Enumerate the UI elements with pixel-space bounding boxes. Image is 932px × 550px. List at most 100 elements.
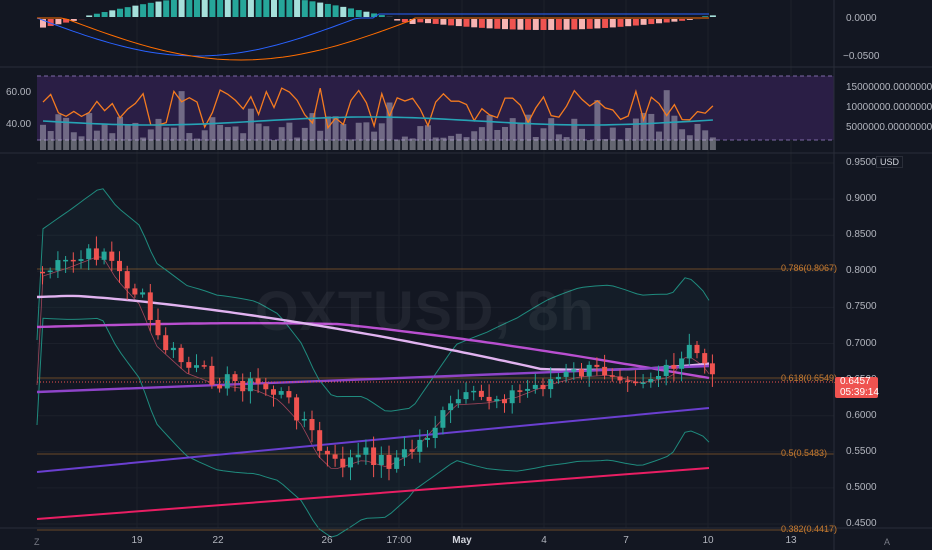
candle <box>101 251 107 260</box>
candle <box>632 381 638 384</box>
candle <box>263 383 269 390</box>
candle <box>617 376 623 381</box>
candle <box>217 384 223 389</box>
candle <box>317 430 323 451</box>
price-tick: 0.8500 <box>846 229 877 241</box>
price-tick: 0.5000 <box>846 481 877 493</box>
candle <box>132 288 138 295</box>
candle <box>694 344 700 354</box>
zoom-icon[interactable]: Z <box>34 537 40 547</box>
price-tick: 0.9000 <box>846 193 877 205</box>
candle <box>294 397 300 421</box>
candle <box>609 375 615 377</box>
macd-pane <box>36 0 716 61</box>
candle <box>355 454 361 458</box>
price-tick: 0.7000 <box>846 337 877 349</box>
volume-axis-2: 5000000.00000000 <box>846 122 932 133</box>
currency-badge[interactable]: USD <box>876 156 904 168</box>
fib-label-500: 0.5(0.5483) <box>781 448 828 458</box>
candle <box>679 358 685 369</box>
candle <box>648 379 654 383</box>
candle <box>455 399 461 404</box>
candle <box>209 365 215 385</box>
candle <box>224 374 230 389</box>
bollinger-upper <box>36 188 710 412</box>
candle <box>140 292 146 295</box>
bar-countdown: 05:39:14 <box>840 386 879 398</box>
candle <box>232 374 238 381</box>
candle <box>555 376 561 380</box>
candle <box>255 378 261 384</box>
time-tick: 13 <box>785 535 797 546</box>
price-tick: 0.8000 <box>846 265 877 277</box>
candle <box>486 396 492 402</box>
candle <box>440 410 446 428</box>
volume-axis-0: 15000000.00000000 <box>846 82 932 93</box>
candle <box>663 364 669 376</box>
candle <box>409 449 415 452</box>
candle <box>247 378 253 392</box>
candle <box>40 271 45 274</box>
price-tick: 0.7500 <box>846 301 877 313</box>
candle <box>579 369 584 377</box>
time-tick: 4 <box>541 535 547 546</box>
candle <box>271 389 276 395</box>
candle <box>425 437 430 440</box>
current-price-tag: 0.6457 05:39:14 <box>835 376 879 398</box>
candle <box>78 259 84 261</box>
candle <box>124 271 130 289</box>
candle <box>47 270 53 273</box>
rsi-axis-40: 40.00 <box>6 119 32 130</box>
candle <box>571 369 577 372</box>
trendline-purple[interactable] <box>36 407 710 473</box>
candle <box>147 292 153 320</box>
candle <box>70 259 76 262</box>
price-tick: 0.5500 <box>846 445 877 457</box>
trendline-pink[interactable] <box>36 467 710 520</box>
candle <box>86 248 92 260</box>
candle <box>155 319 161 336</box>
time-tick: 17:00 <box>386 535 412 546</box>
time-tick: 22 <box>212 535 224 546</box>
candle <box>702 353 708 364</box>
candle <box>163 335 169 351</box>
time-tick: 26 <box>321 535 333 546</box>
candle <box>363 447 369 455</box>
time-tick: 7 <box>623 535 629 546</box>
fib-label-382: 0.382(0.4417) <box>781 524 838 534</box>
candle <box>432 427 438 438</box>
candle <box>194 365 199 368</box>
candle <box>548 379 554 390</box>
candle <box>240 380 246 392</box>
candle <box>417 439 423 452</box>
time-tick: 19 <box>131 535 143 546</box>
candle <box>394 457 400 469</box>
candle <box>301 419 307 421</box>
time-tick: May <box>452 535 472 546</box>
candles <box>40 236 715 481</box>
candle <box>586 364 592 377</box>
candle <box>63 259 69 262</box>
candle <box>186 362 192 368</box>
bollinger-fill <box>37 188 709 538</box>
candle <box>525 388 531 391</box>
candle <box>686 344 692 359</box>
candle <box>532 384 538 389</box>
time-tick: 10 <box>702 535 714 546</box>
auto-scale-icon[interactable]: A <box>884 537 891 547</box>
candle <box>502 399 507 404</box>
candle <box>178 347 184 363</box>
candle <box>93 248 99 260</box>
candle <box>324 450 330 455</box>
current-price: 0.6457 <box>840 376 871 387</box>
candle <box>563 371 569 377</box>
candle <box>55 260 61 271</box>
symbol-watermark: OXTUSD, 8h <box>255 279 595 342</box>
rsi-axis-60: 60.00 <box>6 87 32 98</box>
candle <box>517 390 523 392</box>
candle <box>471 390 477 393</box>
candle <box>709 363 715 375</box>
candle <box>286 391 292 398</box>
macd-axis-0: 0.0000 <box>846 13 877 24</box>
